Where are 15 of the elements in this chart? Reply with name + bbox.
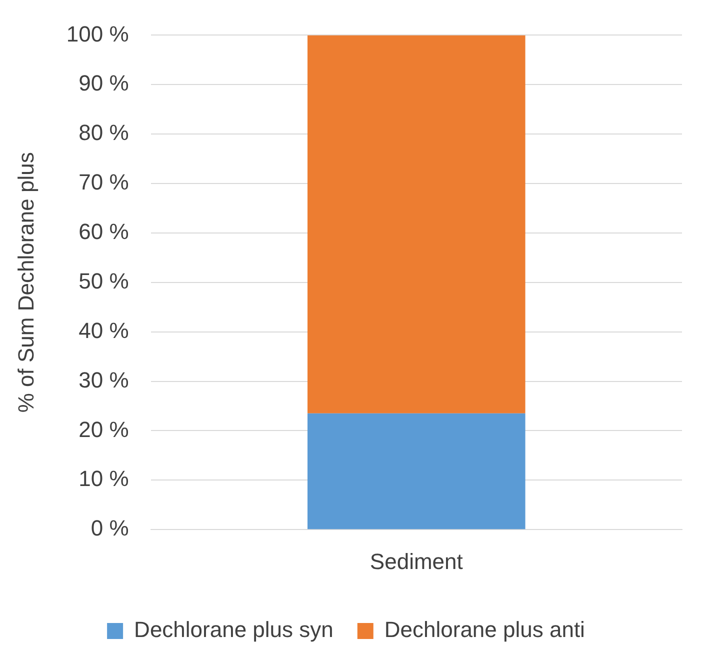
y-tick-label: 10 % xyxy=(78,466,129,492)
y-axis-title: % of Sum Dechlorane plus xyxy=(13,152,38,413)
legend-label: Dechlorane plus anti xyxy=(384,617,585,642)
y-tick-label: 80 % xyxy=(78,120,129,146)
x-tick-label: Sediment xyxy=(370,548,463,574)
y-tick-label: 70 % xyxy=(78,170,129,195)
y-tick-label: 100 % xyxy=(66,21,129,46)
legend-label: Dechlorane plus syn xyxy=(134,617,334,642)
y-tick-label: 30 % xyxy=(78,367,129,392)
y-tick-label: 50 % xyxy=(78,268,129,294)
y-tick-label: 0 % xyxy=(90,516,129,541)
y-tick-label: 40 % xyxy=(78,318,129,343)
y-tick-label: 20 % xyxy=(78,416,129,442)
y-tick-label: 60 % xyxy=(78,219,129,244)
y-tick-label: 90 % xyxy=(78,70,129,96)
